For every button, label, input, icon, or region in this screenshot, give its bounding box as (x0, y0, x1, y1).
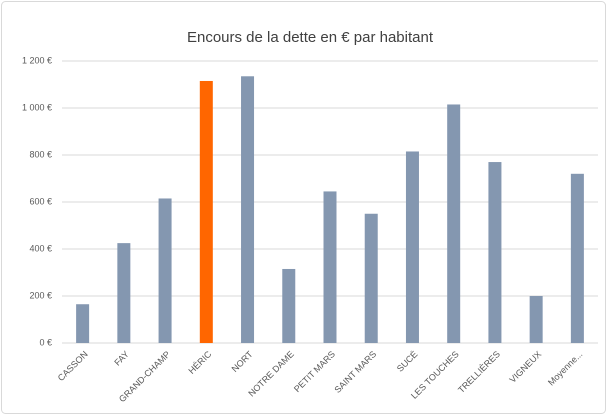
y-tick-label: 0 € (39, 337, 52, 347)
bar (199, 80, 213, 343)
chart-title: Encours de la dette en € par habitant (187, 29, 434, 46)
bar (117, 243, 131, 343)
y-tick-label: 1 200 € (22, 55, 52, 65)
y-tick-label: 600 € (29, 196, 52, 206)
bar (364, 213, 378, 343)
bar (158, 198, 172, 343)
bar (76, 304, 90, 343)
bar (447, 104, 461, 343)
bar (323, 191, 337, 343)
y-tick-label: 1 000 € (22, 102, 52, 112)
bar (488, 162, 502, 343)
bar (529, 296, 543, 343)
bar (570, 173, 584, 343)
bar (241, 76, 255, 344)
bar (282, 268, 296, 343)
bar (405, 151, 419, 343)
y-tick-label: 800 € (29, 149, 52, 159)
y-tick-label: 200 € (29, 290, 52, 300)
y-tick-label: 400 € (29, 243, 52, 253)
